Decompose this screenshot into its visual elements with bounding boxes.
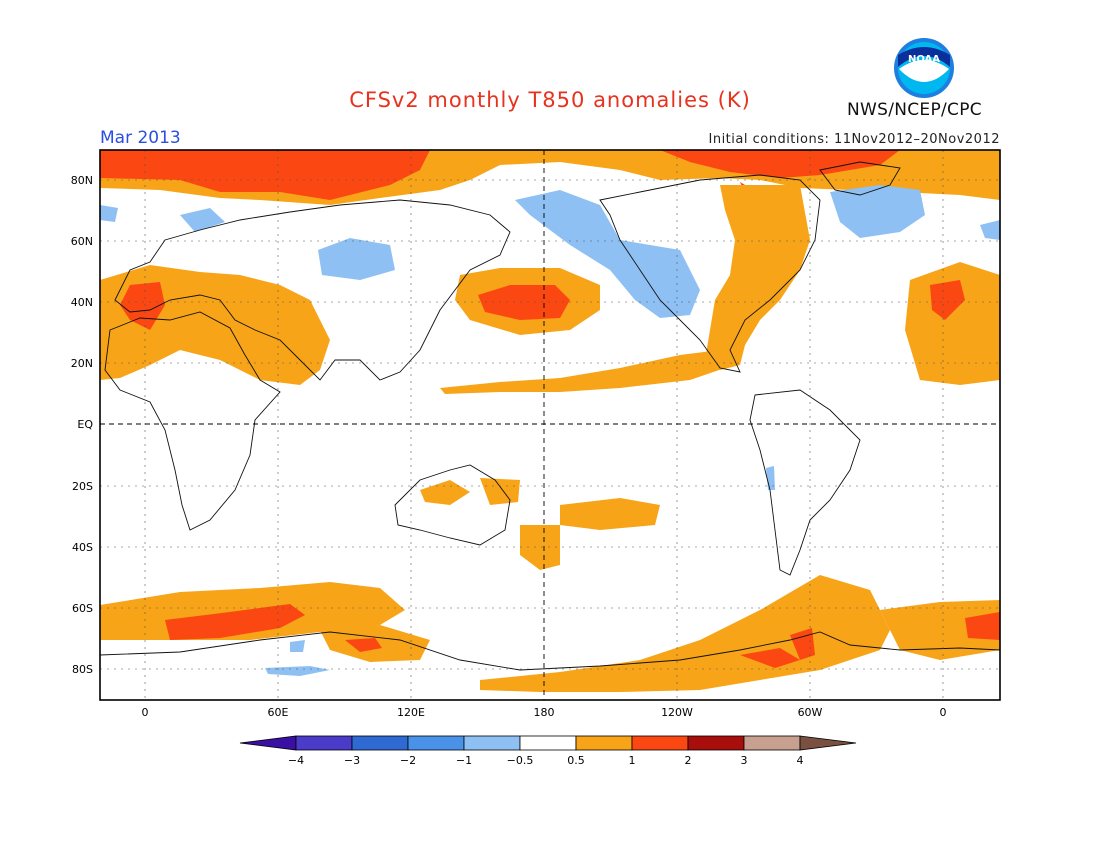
- lat-label: 80S: [72, 663, 93, 676]
- forecast-month: Mar 2013: [100, 128, 181, 148]
- noaa-logo: NOAA: [894, 38, 954, 98]
- lat-label: 60S: [72, 602, 93, 615]
- colorbar-label: 0.5: [567, 754, 585, 767]
- colorbar: −4 −3 −2 −1 −0.5 0.5 1 2 3 4: [239, 735, 857, 767]
- lat-label: 40N: [71, 296, 93, 309]
- colorbar-swatch: [351, 735, 409, 751]
- colorbar-label: −2: [400, 754, 416, 767]
- colorbar-swatch: [631, 735, 689, 751]
- colorbar-arrow-low: [239, 735, 297, 751]
- lon-label: 60E: [268, 706, 289, 719]
- colorbar-label: 2: [685, 754, 692, 767]
- chart-title: CFSv2 monthly T850 anomalies (K): [349, 88, 751, 112]
- colorbar-label: −3: [344, 754, 360, 767]
- colorbar-arrow-high: [799, 735, 857, 751]
- lat-label: EQ: [77, 418, 93, 431]
- anomaly-fields: [100, 150, 1000, 692]
- lat-label: 20N: [71, 357, 93, 370]
- lon-label: 180: [534, 706, 555, 719]
- colorbar-swatch: [519, 735, 577, 751]
- colorbar-swatch: [575, 735, 633, 751]
- lat-label: 20S: [72, 480, 93, 493]
- colorbar-label: 1: [629, 754, 636, 767]
- lat-label: 40S: [72, 541, 93, 554]
- colorbar-label: 4: [797, 754, 804, 767]
- initial-conditions: Initial conditions: 11Nov2012–20Nov2012: [708, 132, 1000, 147]
- equator-dateline: [100, 150, 1000, 700]
- colorbar-label: 3: [741, 754, 748, 767]
- coastlines: [100, 161, 1000, 671]
- gridlines: [100, 150, 1000, 700]
- lon-label: 0: [940, 706, 947, 719]
- lon-label: 120E: [397, 706, 425, 719]
- colorbar-label: −0.5: [507, 754, 534, 767]
- lon-axis: 0 60E 120E 180 120W 60W 0: [142, 706, 947, 719]
- colorbar-label: −1: [456, 754, 472, 767]
- lat-label: 60N: [71, 235, 93, 248]
- colorbar-swatch: [463, 735, 521, 751]
- lat-label: 80N: [71, 174, 93, 187]
- lon-label: 120W: [661, 706, 693, 719]
- colorbar-swatch: [407, 735, 465, 751]
- colorbar-swatch: [687, 735, 745, 751]
- noaa-logo-text: NOAA: [908, 54, 940, 65]
- agency-label: NWS/NCEP/CPC: [847, 100, 982, 120]
- colorbar-swatch: [295, 735, 353, 751]
- lat-axis: 80N 60N 40N 20N EQ 20S 40S 60S 80S: [71, 174, 94, 676]
- map-frame: [99, 149, 1001, 701]
- lon-label: 60W: [798, 706, 823, 719]
- colorbar-swatch: [743, 735, 801, 751]
- colorbar-label: −4: [288, 754, 304, 767]
- lon-label: 0: [142, 706, 149, 719]
